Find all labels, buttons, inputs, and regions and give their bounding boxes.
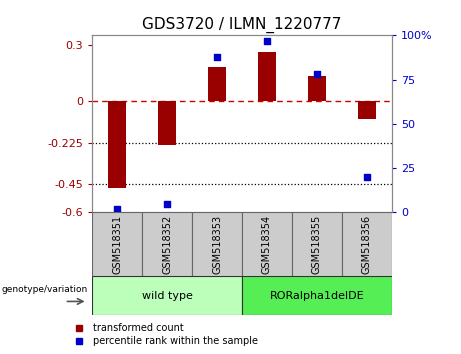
Bar xyxy=(108,101,126,188)
Text: wild type: wild type xyxy=(142,291,193,301)
Bar xyxy=(92,276,242,315)
Bar xyxy=(92,212,142,276)
Point xyxy=(113,206,121,212)
Bar xyxy=(358,101,376,119)
Bar xyxy=(308,76,325,101)
Bar xyxy=(208,67,226,101)
Text: GSM518353: GSM518353 xyxy=(212,215,222,274)
Point xyxy=(213,54,221,59)
Bar xyxy=(159,101,176,145)
Text: GSM518354: GSM518354 xyxy=(262,215,272,274)
Legend: transformed count, percentile rank within the sample: transformed count, percentile rank withi… xyxy=(65,319,262,350)
Bar xyxy=(142,212,192,276)
Bar xyxy=(292,212,342,276)
Point xyxy=(313,72,321,77)
Title: GDS3720 / ILMN_1220777: GDS3720 / ILMN_1220777 xyxy=(142,16,342,33)
Bar xyxy=(258,52,276,101)
Point xyxy=(263,38,271,44)
Bar xyxy=(242,212,292,276)
Point xyxy=(163,201,171,206)
Text: genotype/variation: genotype/variation xyxy=(2,285,88,294)
Bar xyxy=(242,276,392,315)
Point xyxy=(363,174,371,180)
Text: RORalpha1delDE: RORalpha1delDE xyxy=(270,291,364,301)
Text: GSM518352: GSM518352 xyxy=(162,215,172,274)
Bar xyxy=(342,212,392,276)
Bar xyxy=(192,212,242,276)
Text: GSM518356: GSM518356 xyxy=(362,215,372,274)
Text: GSM518351: GSM518351 xyxy=(112,215,122,274)
Text: GSM518355: GSM518355 xyxy=(312,215,322,274)
